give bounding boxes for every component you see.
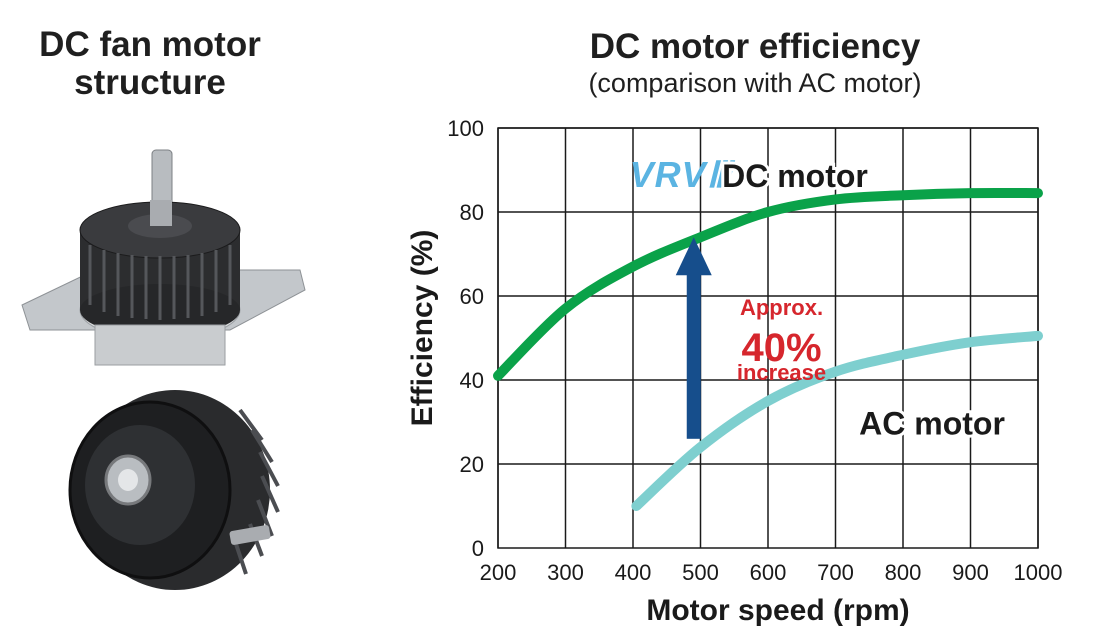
ac-motor-label: AC motor — [859, 406, 1005, 442]
x-tick-label: 700 — [817, 560, 854, 585]
x-tick-label: 800 — [885, 560, 922, 585]
x-tick-label: 600 — [750, 560, 787, 585]
chart-plot: 0 20 40 60 80 100 200 300 400 500 600 700 800 900 100… — [406, 116, 1063, 627]
chart-subtitle: (comparison with AC motor) — [588, 68, 922, 98]
x-tick-label: 1000 — [1014, 560, 1063, 585]
x-axis-title: Motor speed (rpm) — [646, 594, 909, 627]
dc-motor-line — [493, 187, 1043, 381]
increase-arrow-head — [675, 237, 712, 276]
y-tick-label: 40 — [460, 368, 484, 393]
increase-arrow-shaft — [686, 271, 701, 439]
y-tick-label: 60 — [460, 284, 484, 309]
y-tick-label: 0 — [472, 536, 484, 561]
increase-arrow-group — [675, 237, 712, 439]
efficiency-chart: DC motor efficiency (comparison with AC … — [380, 0, 1100, 638]
motor-structure-title: DC fan motor structure — [0, 26, 300, 102]
y-tick-labels: 0 20 40 60 80 100 — [447, 116, 484, 561]
x-tick-label: 300 — [547, 560, 584, 585]
x-tick-label: 400 — [615, 560, 652, 585]
y-axis-title: Efficiency (%) — [406, 230, 439, 427]
dc-fan-motor-photo — [21, 149, 306, 590]
annotation-increase: increase — [737, 360, 826, 385]
y-tick-label: 20 — [460, 452, 484, 477]
ac-motor-line — [631, 330, 1043, 511]
motor-structure-title-line1: DC fan motor — [39, 25, 261, 64]
dc-motor-label: DC motor — [722, 158, 868, 194]
x-tick-label: 200 — [480, 560, 517, 585]
vrv-logo: VRVⅢ — [630, 154, 736, 195]
y-tick-label: 80 — [460, 200, 484, 225]
chart-series — [493, 187, 1043, 511]
x-tick-label: 500 — [682, 560, 719, 585]
lower-motor-image — [68, 390, 280, 590]
y-tick-label: 100 — [447, 116, 484, 141]
chart-title: DC motor efficiency — [589, 27, 921, 66]
upper-motor-image — [21, 149, 306, 366]
x-tick-labels: 200 300 400 500 600 700 800 900 1000 — [480, 560, 1063, 585]
x-tick-label: 900 — [952, 560, 989, 585]
motor-structure-title-line2: structure — [74, 63, 226, 102]
motor-structure-panel: DC fan motor structure — [0, 0, 330, 638]
annotation-approx: Approx. — [740, 295, 823, 320]
annotation-percent: 40% — [741, 326, 821, 370]
